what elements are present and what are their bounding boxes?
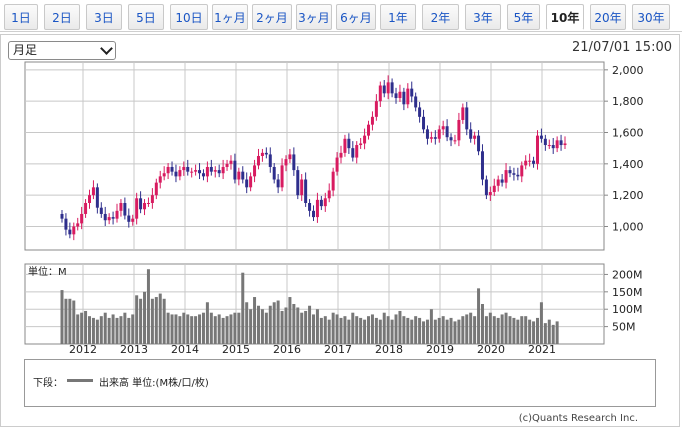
tab-3[interactable]: 5日 <box>128 4 164 30</box>
tab-4[interactable]: 10日 <box>170 4 208 30</box>
tab-5[interactable]: 1ヶ月 <box>212 4 248 30</box>
tab-10[interactable]: 2年 <box>422 4 459 30</box>
period-tabs: 1日 2日 3日 5日 10日 1ヶ月 2ヶ月 3ヶ月 6ヶ月 1年 2年 3年 5年 10年 20年 30年 <box>0 0 682 34</box>
legend-prefix: 下段： <box>33 378 63 389</box>
timestamp: 21/07/01 15:00 <box>572 40 672 55</box>
tab-8[interactable]: 6ヶ月 <box>336 4 376 30</box>
tab-7[interactable]: 3ヶ月 <box>296 4 332 30</box>
chevron-down-icon <box>100 42 113 55</box>
tab-2[interactable]: 3日 <box>86 4 122 30</box>
volume-swatch-icon <box>67 379 93 382</box>
tab-13[interactable]: 10年 <box>546 4 584 30</box>
tab-divider <box>0 31 682 32</box>
tab-9[interactable]: 1年 <box>380 4 416 30</box>
copyright: (c)Quants Research Inc. <box>518 413 638 424</box>
tab-11[interactable]: 3年 <box>465 4 501 30</box>
tab-14[interactable]: 20年 <box>590 4 626 30</box>
tab-12[interactable]: 5年 <box>507 4 540 30</box>
legend-series: 出来高 単位:(M株/口/枚) <box>99 378 209 389</box>
chart-frame <box>0 34 680 427</box>
tab-1[interactable]: 2日 <box>44 4 80 30</box>
period-select[interactable]: 月足 <box>8 41 116 60</box>
tab-6[interactable]: 2ヶ月 <box>252 4 292 30</box>
tab-15[interactable]: 30年 <box>632 4 670 30</box>
legend-box: 下段： 出来高 単位:(M株/口/枚) <box>24 359 656 407</box>
period-select-value: 月足 <box>13 43 38 57</box>
tab-0[interactable]: 1日 <box>4 4 38 30</box>
